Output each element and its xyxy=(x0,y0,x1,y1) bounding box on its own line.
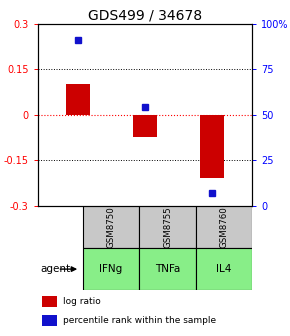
Bar xyxy=(42,315,57,326)
Title: GDS499 / 34678: GDS499 / 34678 xyxy=(88,8,202,23)
Text: GSM8755: GSM8755 xyxy=(163,206,172,248)
Bar xyxy=(133,115,157,137)
Bar xyxy=(196,248,252,290)
Text: log ratio: log ratio xyxy=(64,297,101,306)
Bar xyxy=(42,296,57,307)
Bar xyxy=(83,206,139,248)
Text: agent: agent xyxy=(41,264,71,274)
Text: GSM8750: GSM8750 xyxy=(107,206,116,248)
Bar xyxy=(66,84,90,115)
Bar xyxy=(200,115,224,178)
Bar xyxy=(139,206,196,248)
Bar xyxy=(196,206,252,248)
Bar xyxy=(139,248,196,290)
Text: IFNg: IFNg xyxy=(99,264,123,274)
Text: percentile rank within the sample: percentile rank within the sample xyxy=(64,316,217,325)
Bar xyxy=(83,248,139,290)
Text: IL4: IL4 xyxy=(216,264,232,274)
Text: TNFa: TNFa xyxy=(155,264,180,274)
Text: GSM8760: GSM8760 xyxy=(220,206,229,248)
